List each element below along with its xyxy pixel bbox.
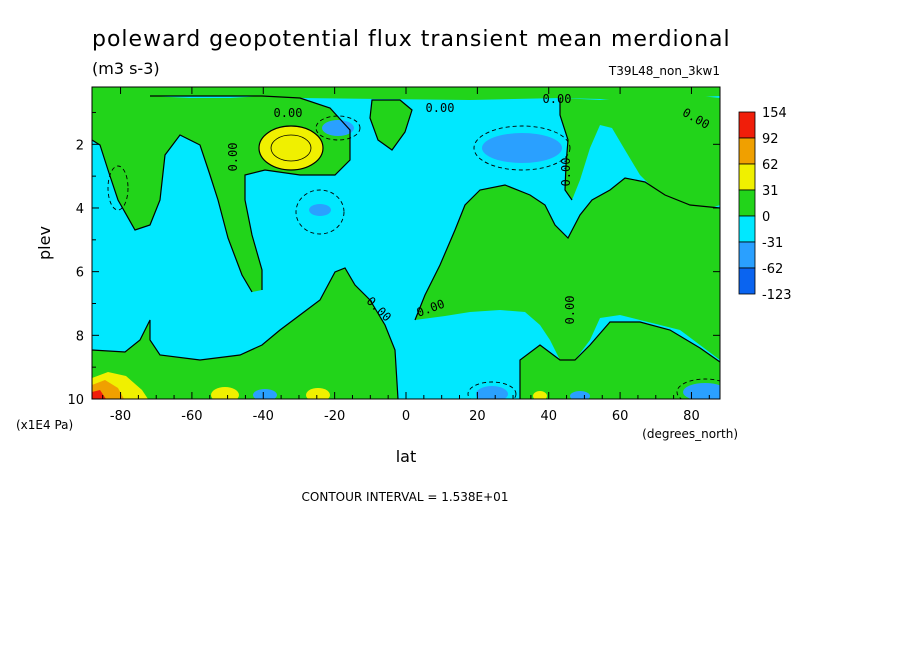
contour-label: 0.00 [543, 92, 572, 106]
y-tick-label: 2 [76, 138, 84, 153]
fill-pos-right-bottom [520, 322, 720, 399]
fill-pos-max-mid [259, 126, 323, 170]
colorbar-label: 31 [762, 184, 779, 199]
fill-pos-center-top [370, 100, 412, 150]
colorbar-swatch [738, 163, 756, 191]
colorbar-swatch [738, 267, 756, 295]
fill-neg-upper-right [482, 133, 562, 163]
colorbar-swatch [738, 111, 756, 139]
x-tick-label: -80 [110, 409, 131, 424]
colorbar-swatch [738, 189, 756, 217]
fill-neg-bottom-right [683, 383, 720, 399]
y-tick-label: 8 [76, 329, 84, 344]
contour-label: 0.00 [559, 158, 573, 187]
contour-label: 0.00 [274, 106, 303, 120]
x-tick-label: 80 [683, 409, 700, 424]
x-tick-label: -40 [253, 409, 274, 424]
colorbar: 154 92 62 31 0 -31 -62 -123 [738, 106, 792, 303]
fill-pos-bottom-patch-3 [533, 391, 547, 399]
fill-neg-bottom-2 [476, 386, 508, 399]
y-axis: 2 4 6 8 10 [67, 111, 720, 408]
fill-pos-left-lower [92, 268, 398, 399]
colorbar-label: -123 [762, 288, 792, 303]
x-tick-label: 60 [612, 409, 629, 424]
run-id-annotation: T39L48_non_3kw1 [608, 64, 720, 78]
y-tick-label: 4 [76, 202, 84, 217]
y-units-label: (x1E4 Pa) [16, 418, 73, 432]
x-axis-label: lat [396, 447, 417, 466]
x-axis: -80 -60 -40 -20 0 20 40 60 80 [102, 87, 710, 424]
fill-pos-right-upper [560, 96, 720, 210]
fill-pos-bottom-patch-1 [211, 387, 239, 399]
colorbar-swatch [738, 137, 756, 165]
fill-pos-right-middle [415, 178, 720, 360]
x-units-label: (degrees_north) [642, 427, 738, 441]
contour-interval-text: CONTOUR INTERVAL = 1.538E+01 [302, 490, 509, 504]
x-tick-label: 0 [402, 409, 410, 424]
filled-contours: 0.00 0.000.000.000.000.000.00 0.00 0.00 [92, 87, 720, 399]
contour-label: 0.00 [563, 296, 577, 325]
negative-contour-lines [107, 115, 720, 399]
chart-units: (m3 s-3) [92, 59, 160, 78]
colorbar-label: 154 [762, 106, 787, 121]
colorbar-label: 0 [762, 210, 770, 225]
x-tick-label: -20 [324, 409, 345, 424]
fill-pos-bottom-patch-2 [306, 388, 330, 399]
colorbar-label: 62 [762, 158, 779, 173]
x-tick-label: -60 [181, 409, 202, 424]
x-tick-label: 40 [540, 409, 557, 424]
colorbar-label: -62 [762, 262, 783, 277]
fill-neg-upper-left [322, 120, 354, 136]
y-tick-label: 10 [67, 393, 84, 408]
fill-neg-bottom-1 [253, 389, 277, 399]
contour-lines [92, 95, 720, 399]
fill-neg-bottom-3 [570, 391, 590, 399]
colorbar-label: -31 [762, 236, 783, 251]
contour-labels: 0.00 0.000.000.000.000.000.00 0.00 0.00 [226, 92, 712, 324]
y-axis-label: plev [35, 226, 54, 260]
x-tick-label: 20 [469, 409, 486, 424]
y-tick-label: 6 [76, 266, 84, 281]
contour-label: 0.00 [226, 143, 240, 172]
fill-neg-mid-left [309, 204, 331, 216]
colorbar-swatch [738, 241, 756, 269]
colorbar-swatch [738, 215, 756, 243]
contour-label: 0.00 [426, 101, 455, 115]
chart-title: poleward geopotential flux transient mea… [92, 27, 731, 52]
colorbar-label: 92 [762, 132, 779, 147]
